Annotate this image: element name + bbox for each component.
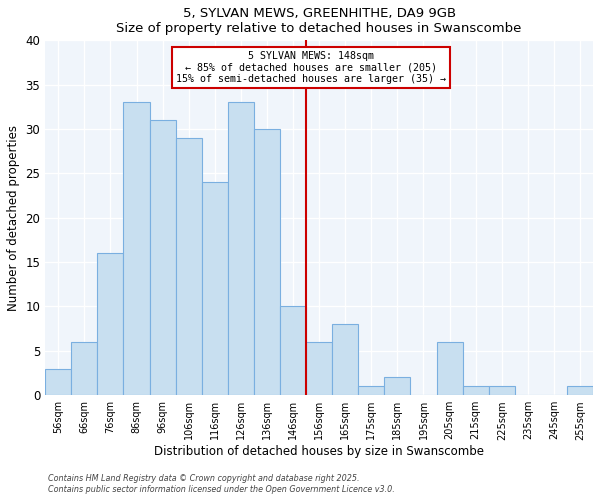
Bar: [306, 342, 332, 395]
Bar: [254, 129, 280, 395]
Text: 5 SYLVAN MEWS: 148sqm
← 85% of detached houses are smaller (205)
15% of semi-det: 5 SYLVAN MEWS: 148sqm ← 85% of detached …: [176, 51, 446, 84]
Bar: [45, 368, 71, 395]
Y-axis label: Number of detached properties: Number of detached properties: [7, 124, 20, 310]
Bar: [567, 386, 593, 395]
Bar: [71, 342, 97, 395]
Bar: [97, 253, 124, 395]
Text: Contains HM Land Registry data © Crown copyright and database right 2025.
Contai: Contains HM Land Registry data © Crown c…: [48, 474, 395, 494]
Bar: [149, 120, 176, 395]
Bar: [280, 306, 306, 395]
Bar: [437, 342, 463, 395]
Title: 5, SYLVAN MEWS, GREENHITHE, DA9 9GB
Size of property relative to detached houses: 5, SYLVAN MEWS, GREENHITHE, DA9 9GB Size…: [116, 7, 522, 35]
Bar: [202, 182, 228, 395]
Bar: [463, 386, 489, 395]
Bar: [176, 138, 202, 395]
Bar: [332, 324, 358, 395]
Bar: [228, 102, 254, 395]
Bar: [385, 378, 410, 395]
X-axis label: Distribution of detached houses by size in Swanscombe: Distribution of detached houses by size …: [154, 445, 484, 458]
Bar: [124, 102, 149, 395]
Bar: [489, 386, 515, 395]
Bar: [358, 386, 385, 395]
